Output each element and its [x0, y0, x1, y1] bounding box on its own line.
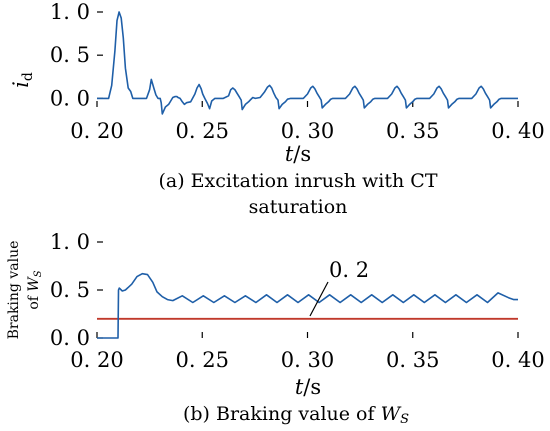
panel-b-x-label: t/s: [295, 375, 321, 399]
panel-a-y-tick-label-0: 0. 0: [50, 86, 90, 110]
panel-a-x-tick-label-4: 0. 40: [491, 119, 544, 143]
panel-a-y-tick-label-2: 1. 0: [50, 0, 90, 24]
panel-b-caption: (b) Braking value of WS: [183, 403, 409, 427]
panel-b-x-tick-label-3: 0. 35: [386, 348, 439, 372]
panel-a-caption-line-1: (a) Excitation inrush with CT: [158, 170, 437, 192]
panel-b-y-tick-label-1: 0. 5: [50, 278, 90, 302]
panel-a-x-tick-label-2: 0. 30: [281, 119, 334, 143]
panel-a-y-label: id: [9, 72, 36, 88]
panel-b-series-line-0: [97, 272, 518, 339]
panel-a-y-tick-label-1: 0. 5: [50, 43, 90, 67]
panel-a-x-tick-label-1: 0. 25: [176, 119, 229, 143]
panel-a-x-label: t/s: [285, 142, 311, 166]
panel-b-x-tick-label-0: 0. 20: [70, 348, 123, 372]
panel-b-x-tick-label-1: 0. 25: [176, 348, 229, 372]
panel-b-y-label-line-1: Braking value: [6, 241, 22, 340]
panel-b-series: [97, 272, 518, 339]
panel-a-series-line-0: [97, 11, 518, 115]
panel-a-y-tick-labels: 0. 0 0. 5 1. 0: [50, 0, 90, 110]
panel-b-chart: 0. 20 0. 25 0. 30 0. 35 0. 40 0. 0 0. 5 1. 0 B…: [6, 230, 545, 427]
panel-b-x-tick-label-2: 0. 30: [281, 348, 334, 372]
panel-b-x-tick-label-4: 0. 40: [491, 348, 544, 372]
panel-b-ticks: [96, 241, 519, 339]
panel-a-caption-line-2: saturation: [249, 196, 348, 218]
panel-a-series: [97, 11, 518, 115]
panel-b-y-label-line-2: of WS: [26, 270, 44, 309]
panel-b-x-tick-labels: 0. 20 0. 25 0. 30 0. 35 0. 40: [70, 348, 544, 372]
panel-b-y-tick-label-0: 0. 0: [50, 326, 90, 350]
panel-a-x-tick-label-3: 0. 35: [386, 119, 439, 143]
panel-b-y-tick-label-2: 1. 0: [50, 230, 90, 254]
panel-b-y-tick-labels: 0. 0 0. 5 1. 0: [50, 230, 90, 350]
panel-a-x-tick-labels: 0. 20 0. 25 0. 30 0. 35 0. 40: [70, 119, 544, 143]
panel-a-chart: 0. 20 0. 25 0. 30 0. 35 0. 40 0. 0 0. 5 1. 0 i…: [9, 0, 545, 218]
annotation-leader-line: [309, 281, 329, 317]
panel-a-x-tick-label-0: 0. 20: [70, 119, 123, 143]
annotation-label: 0. 2: [329, 258, 369, 282]
